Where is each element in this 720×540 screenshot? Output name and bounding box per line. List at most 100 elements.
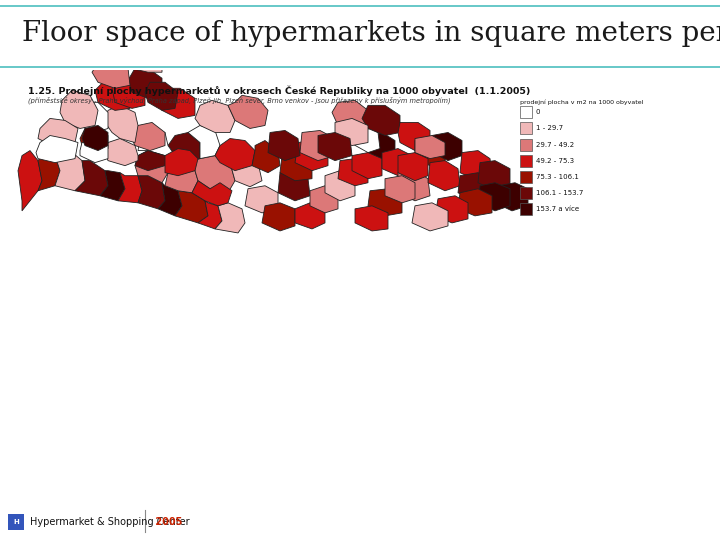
Polygon shape [18,151,42,211]
Polygon shape [458,189,492,216]
Bar [520,187,532,199]
Polygon shape [252,140,280,173]
Polygon shape [135,151,168,171]
Polygon shape [352,153,382,179]
Polygon shape [368,189,402,216]
Polygon shape [415,139,445,166]
Polygon shape [398,171,430,201]
Polygon shape [118,173,142,203]
Polygon shape [145,82,178,110]
Polygon shape [295,203,325,229]
Text: 49.2 - 75.3: 49.2 - 75.3 [536,158,574,164]
Polygon shape [245,186,278,213]
Polygon shape [215,139,255,171]
Polygon shape [105,105,138,143]
Polygon shape [398,123,430,151]
Polygon shape [158,183,182,216]
Polygon shape [75,103,108,132]
Polygon shape [432,132,462,160]
Polygon shape [435,196,468,223]
Polygon shape [382,148,412,176]
Polygon shape [300,131,335,160]
Polygon shape [92,60,130,88]
Polygon shape [80,140,108,163]
Bar [520,123,532,134]
Polygon shape [168,132,200,160]
Text: Floor space of hypermarkets in square meters per 1000 inhabitants: Floor space of hypermarkets in square me… [22,20,720,47]
Polygon shape [80,125,108,153]
Polygon shape [332,100,370,132]
Polygon shape [105,139,138,166]
Polygon shape [95,80,132,110]
Polygon shape [398,153,428,181]
Polygon shape [130,123,165,151]
Polygon shape [192,156,235,193]
Text: 153.7 a více: 153.7 a více [536,206,579,212]
Polygon shape [458,173,490,201]
Polygon shape [75,160,108,196]
Polygon shape [192,181,232,206]
Bar [520,139,532,151]
Polygon shape [412,203,448,231]
Text: (příměstské okresy - Praha východ, Praha západ, Plzeň jih, Plzeň sever, Brno ven: (příměstské okresy - Praha východ, Praha… [28,96,451,104]
Text: 29.7 - 49.2: 29.7 - 49.2 [536,141,574,147]
Polygon shape [350,125,380,153]
Polygon shape [478,183,510,211]
Polygon shape [198,201,222,229]
Polygon shape [230,156,262,187]
Polygon shape [415,136,445,159]
Text: 0: 0 [536,110,541,116]
Polygon shape [165,148,198,176]
Polygon shape [138,176,165,209]
Polygon shape [228,96,268,129]
Polygon shape [195,100,235,132]
Polygon shape [55,151,85,191]
Polygon shape [495,183,528,211]
Text: Hypermarket & Shopping Center: Hypermarket & Shopping Center [30,517,189,527]
Polygon shape [355,206,388,231]
Polygon shape [158,88,195,118]
Polygon shape [278,171,310,201]
Polygon shape [135,151,168,183]
Polygon shape [125,50,162,72]
Polygon shape [60,90,98,129]
Polygon shape [262,203,295,231]
Polygon shape [368,132,395,160]
Polygon shape [38,118,78,146]
Bar [520,171,532,183]
Polygon shape [268,131,300,160]
Polygon shape [325,171,355,201]
Polygon shape [385,176,415,203]
Polygon shape [280,153,312,181]
Text: H: H [13,519,19,525]
Bar [8,514,24,530]
Polygon shape [215,203,245,233]
Bar [520,106,532,118]
Polygon shape [335,118,368,146]
Text: prodejní plocha v m2 na 1000 obyvatel: prodejní plocha v m2 na 1000 obyvatel [520,100,644,105]
Bar [520,154,532,167]
Polygon shape [100,171,125,201]
Polygon shape [128,68,162,98]
Polygon shape [362,105,400,136]
Polygon shape [36,136,78,163]
Polygon shape [112,78,145,109]
Polygon shape [188,125,220,159]
Polygon shape [310,186,338,213]
Polygon shape [338,159,368,186]
Polygon shape [428,160,460,191]
Text: 75.3 - 106.1: 75.3 - 106.1 [536,174,579,180]
Polygon shape [38,156,60,191]
Polygon shape [165,156,198,193]
Polygon shape [460,151,492,181]
Text: 106.1 - 153.7: 106.1 - 153.7 [536,190,583,196]
Text: 1.25. Prodejní plochy hypermarketů v okresech České Republiky na 1000 obyvatel  : 1.25. Prodejní plochy hypermarketů v okr… [28,85,531,96]
Polygon shape [318,132,352,160]
Polygon shape [478,160,510,191]
Text: 1 - 29.7: 1 - 29.7 [536,125,563,131]
Polygon shape [138,129,175,156]
Polygon shape [295,140,328,171]
Polygon shape [82,125,108,151]
Text: 2005: 2005 [152,517,182,527]
Polygon shape [175,191,208,223]
